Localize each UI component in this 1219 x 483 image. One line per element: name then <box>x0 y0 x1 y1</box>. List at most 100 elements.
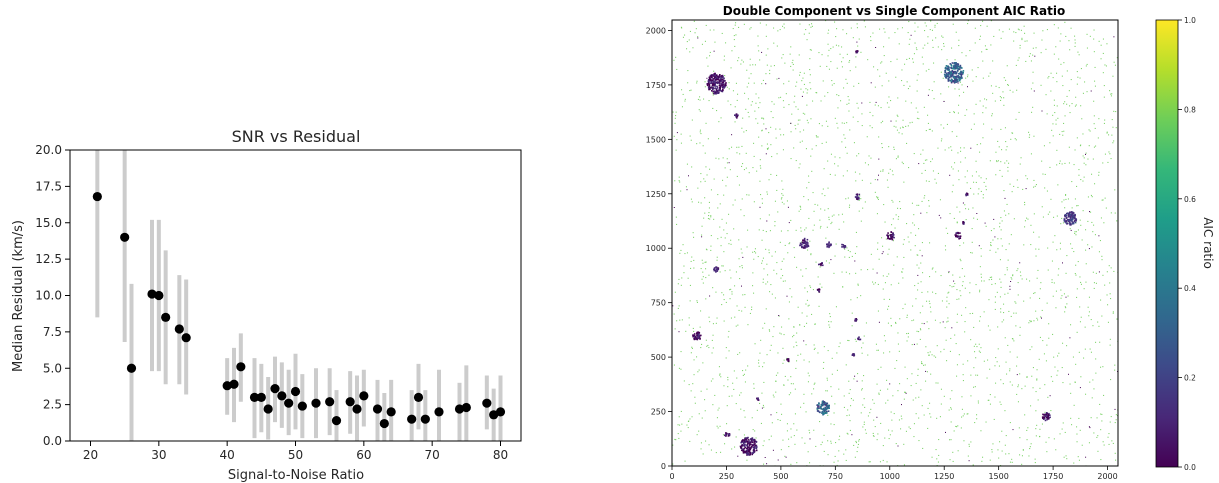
cluster-pixel <box>1070 211 1073 213</box>
scatter-pixel <box>913 319 915 321</box>
cluster-pixel <box>842 244 845 246</box>
scatter-pixel <box>824 195 826 197</box>
scatter-pixel <box>1079 77 1081 79</box>
scatter-pixel <box>835 442 837 444</box>
cluster-pixel <box>818 411 821 413</box>
scatter-pixel <box>1019 454 1021 456</box>
scatter-pixel <box>708 347 710 349</box>
y-tick-label: 750 <box>651 299 666 308</box>
scatter-pixel <box>748 172 750 174</box>
cluster-pixel <box>709 82 712 84</box>
scatter-pixel <box>858 440 860 442</box>
scatter-pixel <box>903 256 905 258</box>
scatter-pixel <box>737 93 739 95</box>
scatter-pixel <box>834 117 836 119</box>
scatter-pixel <box>753 155 755 157</box>
scatter-pixel <box>1115 111 1117 113</box>
cluster-pixel <box>698 332 701 334</box>
scatter-pixel <box>774 297 776 299</box>
scatter-pixel <box>766 64 768 66</box>
scatter-pixel <box>808 304 810 306</box>
scatter-pixel <box>701 234 703 236</box>
scatter-pixel <box>800 353 802 355</box>
scatter-pixel <box>890 325 892 327</box>
scatter-pixel <box>1036 379 1038 381</box>
scatter-pixel <box>1026 376 1028 378</box>
scatter-pixel <box>951 191 953 193</box>
scatter-pixel <box>783 359 785 361</box>
scatter-pixel <box>799 324 801 326</box>
scatter-pixel <box>960 147 962 149</box>
scatter-pixel <box>886 461 888 463</box>
scatter-pixel <box>1006 373 1008 375</box>
scatter-pixel <box>888 438 890 440</box>
scatter-pixel <box>891 419 893 421</box>
scatter-pixel <box>991 276 993 278</box>
scatter-pixel <box>707 65 709 67</box>
cluster-pixel <box>693 338 696 341</box>
scatter-pixel <box>793 326 795 328</box>
data-point <box>407 414 417 424</box>
scatter-pixel <box>1028 136 1030 138</box>
scatter-pixel <box>996 291 998 293</box>
scatter-pixel <box>1103 444 1105 446</box>
scatter-pixel <box>764 322 766 324</box>
cluster-pixel <box>944 71 947 73</box>
scatter-pixel <box>943 101 945 102</box>
scatter-pixel <box>1046 451 1048 453</box>
scatter-pixel <box>877 69 879 71</box>
scatter-pixel <box>688 175 689 177</box>
scatter-pixel <box>730 288 732 290</box>
scatter-pixel <box>827 92 829 94</box>
scatter-pixel <box>1056 215 1058 217</box>
scatter-pixel <box>822 188 824 190</box>
scatter-pixel <box>920 281 922 283</box>
scatter-pixel <box>918 396 920 398</box>
scatter-pixel <box>1085 152 1087 154</box>
scatter-pixel <box>710 215 712 217</box>
scatter-pixel <box>873 283 875 285</box>
scatter-pixel <box>1102 52 1104 54</box>
scatter-pixel <box>977 193 979 195</box>
scatter-pixel <box>708 215 710 217</box>
scatter-pixel <box>852 399 854 401</box>
scatter-pixel <box>705 440 707 442</box>
scatter-pixel <box>921 362 923 364</box>
cluster-pixel <box>711 84 714 87</box>
data-point <box>147 289 157 299</box>
cluster-pixel <box>753 441 755 444</box>
cluster-pixel <box>744 451 746 453</box>
scatter-pixel <box>824 95 826 97</box>
scatter-pixel <box>862 404 864 406</box>
scatter-pixel <box>680 410 682 412</box>
scatter-pixel <box>845 459 847 461</box>
scatter-pixel <box>761 407 763 409</box>
scatter-pixel <box>1076 83 1078 85</box>
scatter-pixel <box>675 216 677 218</box>
scatter-pixel <box>815 135 817 137</box>
scatter-pixel <box>1057 27 1059 29</box>
scatter-pixel <box>828 219 830 221</box>
scatter-pixel <box>925 70 927 72</box>
scatter-pixel <box>732 90 734 92</box>
cluster-pixel <box>706 83 709 85</box>
scatter-pixel <box>796 429 798 431</box>
scatter-pixel <box>1080 316 1082 318</box>
scatter-pixel <box>883 46 885 48</box>
scatter-pixel <box>847 197 849 199</box>
cluster-pixel <box>957 76 960 79</box>
scatter-pixel <box>848 99 850 101</box>
cluster-pixel <box>951 62 954 64</box>
scatter-pixel <box>742 374 744 376</box>
scatter-pixel <box>772 394 774 396</box>
scatter-pixel <box>997 160 999 162</box>
cluster-pixel <box>747 436 749 439</box>
scatter-pixel <box>1101 413 1103 415</box>
scatter-pixel <box>725 357 727 359</box>
scatter-pixel <box>754 248 756 250</box>
cluster-pixel <box>721 85 724 88</box>
scatter-pixel <box>931 29 933 31</box>
scatter-pixel <box>758 136 760 138</box>
scatter-pixel <box>897 28 899 30</box>
scatter-pixel <box>1101 259 1103 261</box>
